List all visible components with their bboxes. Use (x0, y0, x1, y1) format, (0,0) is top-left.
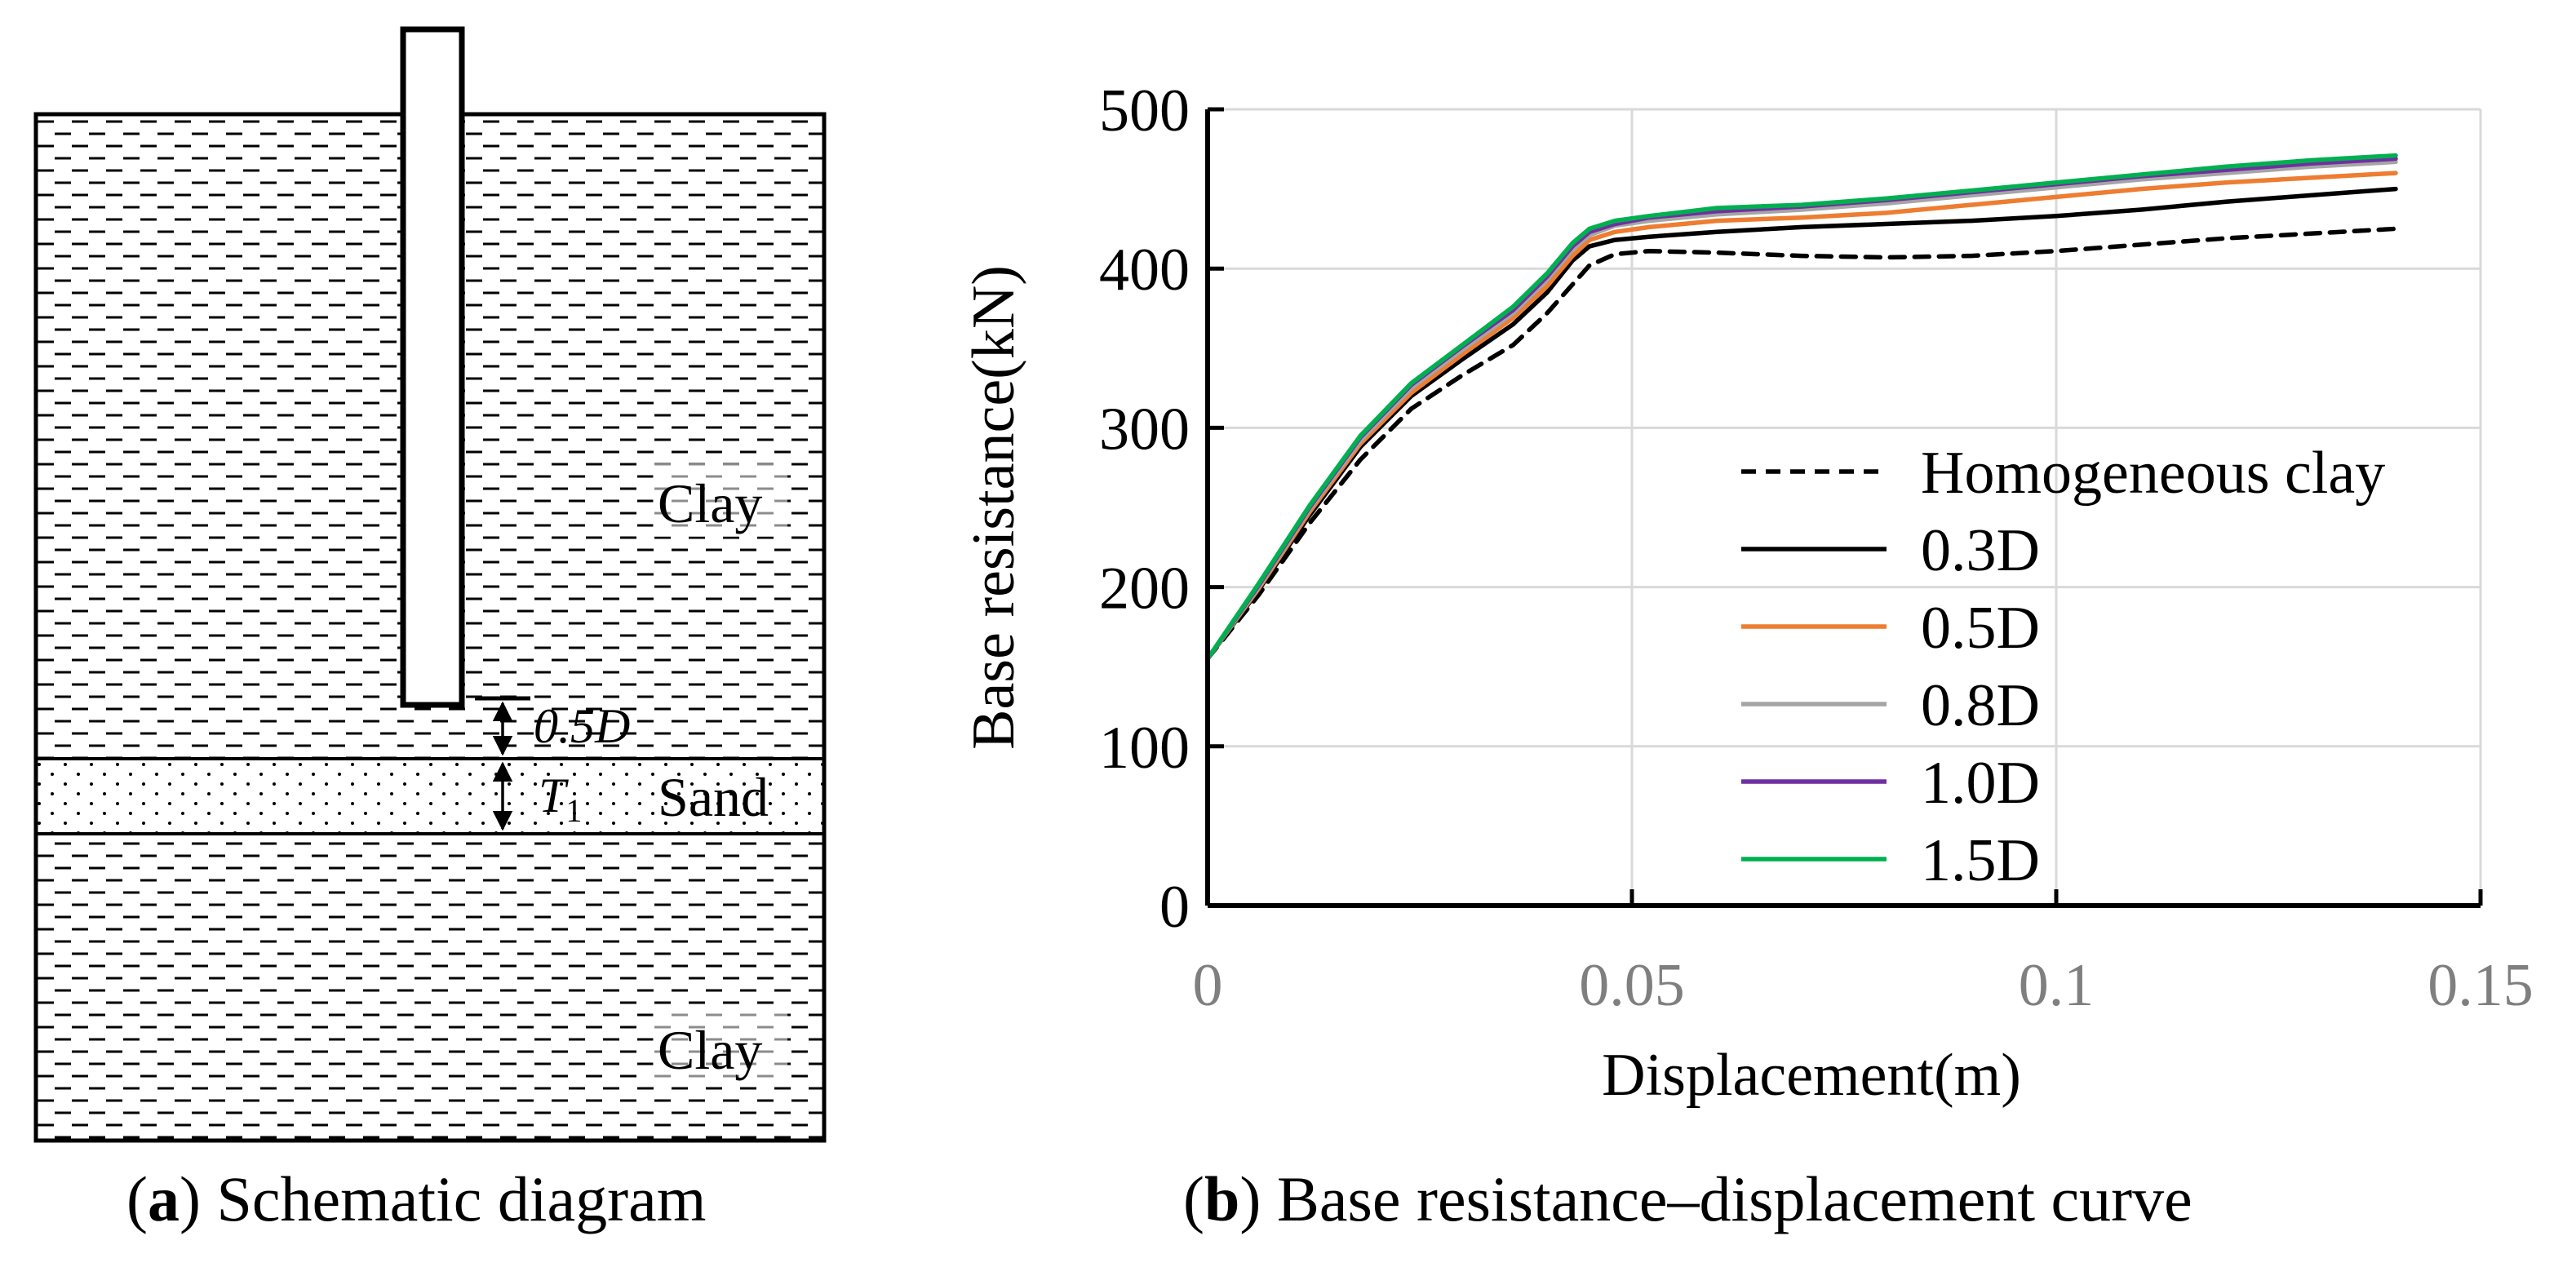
data-series (1205, 153, 2398, 662)
clay-layer-bottom (36, 834, 824, 1141)
legend: Homogeneous clay 0.3D 0.5D 0.8D 1.0D 1.5D (1741, 440, 2385, 894)
y-tick-label: 300 (1099, 396, 1190, 463)
caption-a-letter: a (147, 1163, 180, 1234)
caption-a-text: Schematic diagram (200, 1163, 707, 1234)
y-tick-label: 500 (1099, 78, 1190, 144)
tick-labels: 0 100 200 300 400 500 0 0.05 0.1 0.15 (1099, 78, 2534, 1019)
thickness-label: T1 (539, 769, 582, 829)
x-tick-label: 0.15 (2427, 952, 2534, 1019)
thickness-symbol: T (539, 769, 569, 822)
caption-b: (b) Base resistance–displacement curve (1183, 1163, 2192, 1234)
x-tick-label: 0.1 (2019, 952, 2095, 1019)
offset-label: 0.5D (534, 699, 630, 753)
legend-label: 0.3D (1921, 517, 2040, 584)
clay-bottom-label: Clay (658, 1019, 762, 1081)
series-line-1-5d (1205, 153, 2398, 662)
x-tick-label: 0.05 (1579, 952, 1685, 1019)
x-tick-label: 0 (1193, 952, 1223, 1019)
sand-layer (36, 759, 824, 834)
schematic-diagram: Clay Clay Sand 0.5D T1 (33, 26, 827, 1143)
axes (1205, 107, 2483, 908)
pile (400, 26, 465, 708)
y-axis-label: Base resistance(kN) (960, 265, 1027, 750)
y-tick-label: 0 (1159, 874, 1190, 941)
x-axis-label: Displacement(m) (1602, 1042, 2021, 1109)
grid-lines (1208, 108, 2482, 906)
caption-b-letter: b (1204, 1163, 1240, 1234)
series-line-0-5d (1205, 171, 2398, 662)
y-tick-label: 200 (1099, 556, 1190, 622)
y-tick-label: 400 (1099, 237, 1190, 303)
label-backdrop (653, 1010, 787, 1083)
series-line-0-3d (1205, 186, 2398, 662)
resistance-displacement-chart: 0 100 200 300 400 500 0 0.05 0.1 0.15 Base resist… (960, 78, 2534, 1109)
legend-label: 1.0D (1921, 750, 2040, 817)
legend-label: 1.5D (1921, 827, 2040, 894)
sand-label: Sand (658, 766, 769, 828)
legend-label: Homogeneous clay (1921, 440, 2385, 507)
series-line-homogeneous-clay (1205, 226, 2398, 662)
caption-a: (a) Schematic diagram (126, 1163, 707, 1234)
legend-label: 0.5D (1921, 595, 2040, 662)
legend-label: 0.8D (1921, 672, 2040, 739)
label-backdrop (653, 463, 787, 537)
y-tick-label: 100 (1099, 715, 1190, 782)
thickness-subscript: 1 (565, 792, 582, 829)
caption-b-text: Base resistance–displacement curve (1261, 1163, 2192, 1234)
clay-top-label: Clay (658, 472, 762, 534)
